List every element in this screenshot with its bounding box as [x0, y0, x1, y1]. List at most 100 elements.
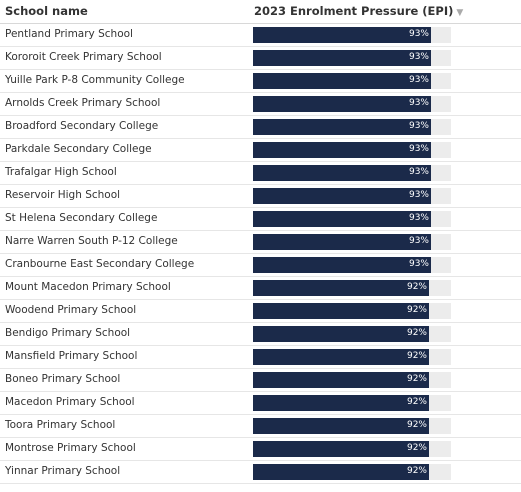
table-row[interactable]: Broadford Secondary College 93%: [0, 116, 521, 139]
epi-value-label: 92%: [406, 351, 427, 361]
epi-bar-track: 92%: [253, 349, 451, 365]
table-row[interactable]: Bendigo Primary School 92%: [0, 323, 521, 346]
epi-value-label: 93%: [408, 52, 429, 62]
epi-bar: 93%: [253, 211, 431, 227]
epi-bar-track: 93%: [253, 211, 451, 227]
school-name: Cranbourne East Secondary College: [5, 258, 195, 270]
epi-column-header[interactable]: 2023 Enrolment Pressure (EPI) ▼: [254, 4, 463, 18]
epi-bar: 93%: [253, 27, 431, 43]
school-name: Mount Macedon Primary School: [5, 281, 171, 293]
school-name: Macedon Primary School: [5, 396, 135, 408]
epi-value-label: 92%: [406, 374, 427, 384]
table-row[interactable]: Reservoir High School 93%: [0, 185, 521, 208]
epi-bar: 92%: [253, 464, 429, 480]
epi-bar: 92%: [253, 418, 429, 434]
school-name: Parkdale Secondary College: [5, 143, 152, 155]
epi-value-label: 93%: [408, 98, 429, 108]
epi-bar-track: 93%: [253, 165, 451, 181]
sort-descending-icon[interactable]: ▼: [456, 8, 464, 18]
school-name: Pentland Primary School: [5, 28, 133, 40]
epi-bar: 93%: [253, 188, 431, 204]
epi-bar-track: 92%: [253, 372, 451, 388]
epi-bar-track: 92%: [253, 441, 451, 457]
table-row[interactable]: Arnolds Creek Primary School 93%: [0, 93, 521, 116]
epi-bar: 92%: [253, 441, 429, 457]
table-row[interactable]: Yinnar Primary School 92%: [0, 461, 521, 484]
table-row[interactable]: Woodend Primary School 92%: [0, 300, 521, 323]
epi-bar: 93%: [253, 142, 431, 158]
epi-value-label: 92%: [406, 328, 427, 338]
table-row[interactable]: Montrose Primary School 92%: [0, 438, 521, 461]
epi-bar: 93%: [253, 96, 431, 112]
epi-bar: 93%: [253, 73, 431, 89]
table-row[interactable]: Trafalgar High School 93%: [0, 162, 521, 185]
table-header: School name 2023 Enrolment Pressure (EPI…: [0, 0, 521, 24]
epi-bar: 92%: [253, 280, 429, 296]
school-name: Kororoit Creek Primary School: [5, 51, 162, 63]
epi-value-label: 92%: [406, 420, 427, 430]
epi-bar: 93%: [253, 119, 431, 135]
epi-bar-track: 92%: [253, 280, 451, 296]
school-name-column-header[interactable]: School name: [5, 4, 88, 18]
school-name: Narre Warren South P-12 College: [5, 235, 178, 247]
epi-value-label: 93%: [408, 259, 429, 269]
table-row[interactable]: St Helena Secondary College 93%: [0, 208, 521, 231]
epi-bar-track: 93%: [253, 73, 451, 89]
epi-bar: 92%: [253, 372, 429, 388]
epi-bar: 93%: [253, 50, 431, 66]
epi-value-label: 93%: [408, 29, 429, 39]
epi-bar-track: 92%: [253, 418, 451, 434]
table-row[interactable]: Mount Macedon Primary School 92%: [0, 277, 521, 300]
epi-value-label: 92%: [406, 282, 427, 292]
epi-value-label: 92%: [406, 397, 427, 407]
epi-column-header-label: 2023 Enrolment Pressure (EPI): [254, 4, 454, 18]
school-name: Montrose Primary School: [5, 442, 136, 454]
school-name: Broadford Secondary College: [5, 120, 159, 132]
school-name: Yuille Park P-8 Community College: [5, 74, 185, 86]
epi-value-label: 92%: [406, 443, 427, 453]
table-row[interactable]: Narre Warren South P-12 College 93%: [0, 231, 521, 254]
table-body: Pentland Primary School 93% Kororoit Creek…: [0, 24, 521, 484]
epi-bar-track: 93%: [253, 142, 451, 158]
table-row[interactable]: Pentland Primary School 93%: [0, 24, 521, 47]
epi-value-label: 93%: [408, 213, 429, 223]
epi-bar-track: 92%: [253, 303, 451, 319]
school-name: Mansfield Primary School: [5, 350, 138, 362]
epi-value-label: 93%: [408, 167, 429, 177]
school-name: Woodend Primary School: [5, 304, 137, 316]
epi-bar: 93%: [253, 257, 431, 273]
school-name: Yinnar Primary School: [5, 465, 121, 477]
table-row[interactable]: Cranbourne East Secondary College 93%: [0, 254, 521, 277]
table-row[interactable]: Mansfield Primary School 92%: [0, 346, 521, 369]
school-name: Reservoir High School: [5, 189, 121, 201]
table-row[interactable]: Toora Primary School 92%: [0, 415, 521, 438]
epi-bar-track: 93%: [253, 119, 451, 135]
epi-bar: 93%: [253, 165, 431, 181]
epi-bar: 92%: [253, 349, 429, 365]
table-row[interactable]: Boneo Primary School 92%: [0, 369, 521, 392]
epi-bar-track: 93%: [253, 96, 451, 112]
table-row[interactable]: Yuille Park P-8 Community College 93%: [0, 70, 521, 93]
epi-bar-track: 93%: [253, 27, 451, 43]
table-row[interactable]: Parkdale Secondary College 93%: [0, 139, 521, 162]
epi-bar-track: 92%: [253, 395, 451, 411]
epi-bar-track: 93%: [253, 234, 451, 250]
epi-bar-track: 93%: [253, 257, 451, 273]
school-name: Trafalgar High School: [5, 166, 117, 178]
epi-bar-track: 92%: [253, 326, 451, 342]
epi-bar: 92%: [253, 326, 429, 342]
school-name: Bendigo Primary School: [5, 327, 131, 339]
epi-value-label: 93%: [408, 144, 429, 154]
epi-bar: 92%: [253, 395, 429, 411]
epi-bar-track: 93%: [253, 188, 451, 204]
epi-bar-track: 92%: [253, 464, 451, 480]
epi-value-label: 93%: [408, 75, 429, 85]
epi-value-label: 93%: [408, 236, 429, 246]
epi-bar: 93%: [253, 234, 431, 250]
school-name: St Helena Secondary College: [5, 212, 158, 224]
school-name: Arnolds Creek Primary School: [5, 97, 161, 109]
table-row[interactable]: Macedon Primary School 92%: [0, 392, 521, 415]
table-row[interactable]: Kororoit Creek Primary School 93%: [0, 47, 521, 70]
epi-value-label: 93%: [408, 121, 429, 131]
epi-bar: 92%: [253, 303, 429, 319]
